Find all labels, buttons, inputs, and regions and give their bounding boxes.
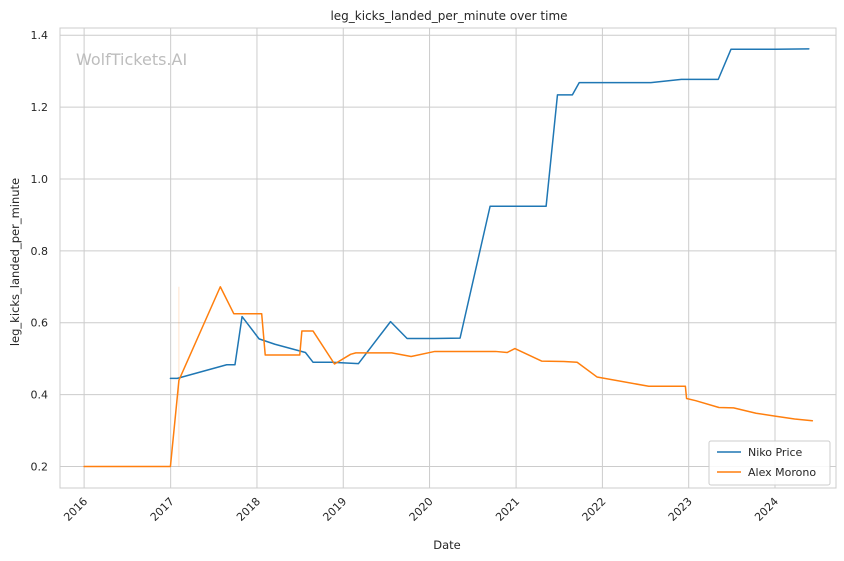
plot-frame bbox=[59, 27, 837, 489]
plot-area bbox=[59, 27, 837, 489]
legend-label: Niko Price bbox=[748, 446, 803, 459]
y-tick-label: 1.2 bbox=[31, 101, 49, 114]
x-gridlines bbox=[83, 28, 776, 488]
chart-title: leg_kicks_landed_per_minute over time bbox=[330, 9, 567, 23]
watermark: WolfTickets.AI bbox=[76, 50, 187, 69]
y-tick-labels: 0.2 0.4 0.6 0.8 1.0 1.2 1.4 bbox=[31, 29, 49, 473]
legend-label: Alex Morono bbox=[748, 466, 816, 479]
plot-background bbox=[60, 28, 836, 488]
y-tick-label: 0.8 bbox=[31, 245, 49, 258]
legend-items: Niko Price Alex Morono bbox=[717, 446, 816, 479]
legend: Niko Price Alex Morono bbox=[708, 440, 831, 486]
y-tick-label: 1.0 bbox=[31, 173, 49, 186]
y-tick-label: 0.6 bbox=[31, 317, 49, 330]
series-line-alex-morono bbox=[83, 286, 814, 468]
y-tick-label: 0.4 bbox=[31, 389, 49, 402]
y-tick-label: 1.4 bbox=[31, 29, 49, 42]
y-tick-label: 0.2 bbox=[31, 460, 49, 473]
x-axis-title: Date bbox=[433, 538, 461, 552]
y-gridlines bbox=[60, 34, 836, 467]
series-line-niko-price bbox=[169, 48, 810, 380]
series-layer bbox=[83, 48, 814, 468]
y-axis-title: leg_kicks_landed_per_minute bbox=[8, 178, 22, 346]
